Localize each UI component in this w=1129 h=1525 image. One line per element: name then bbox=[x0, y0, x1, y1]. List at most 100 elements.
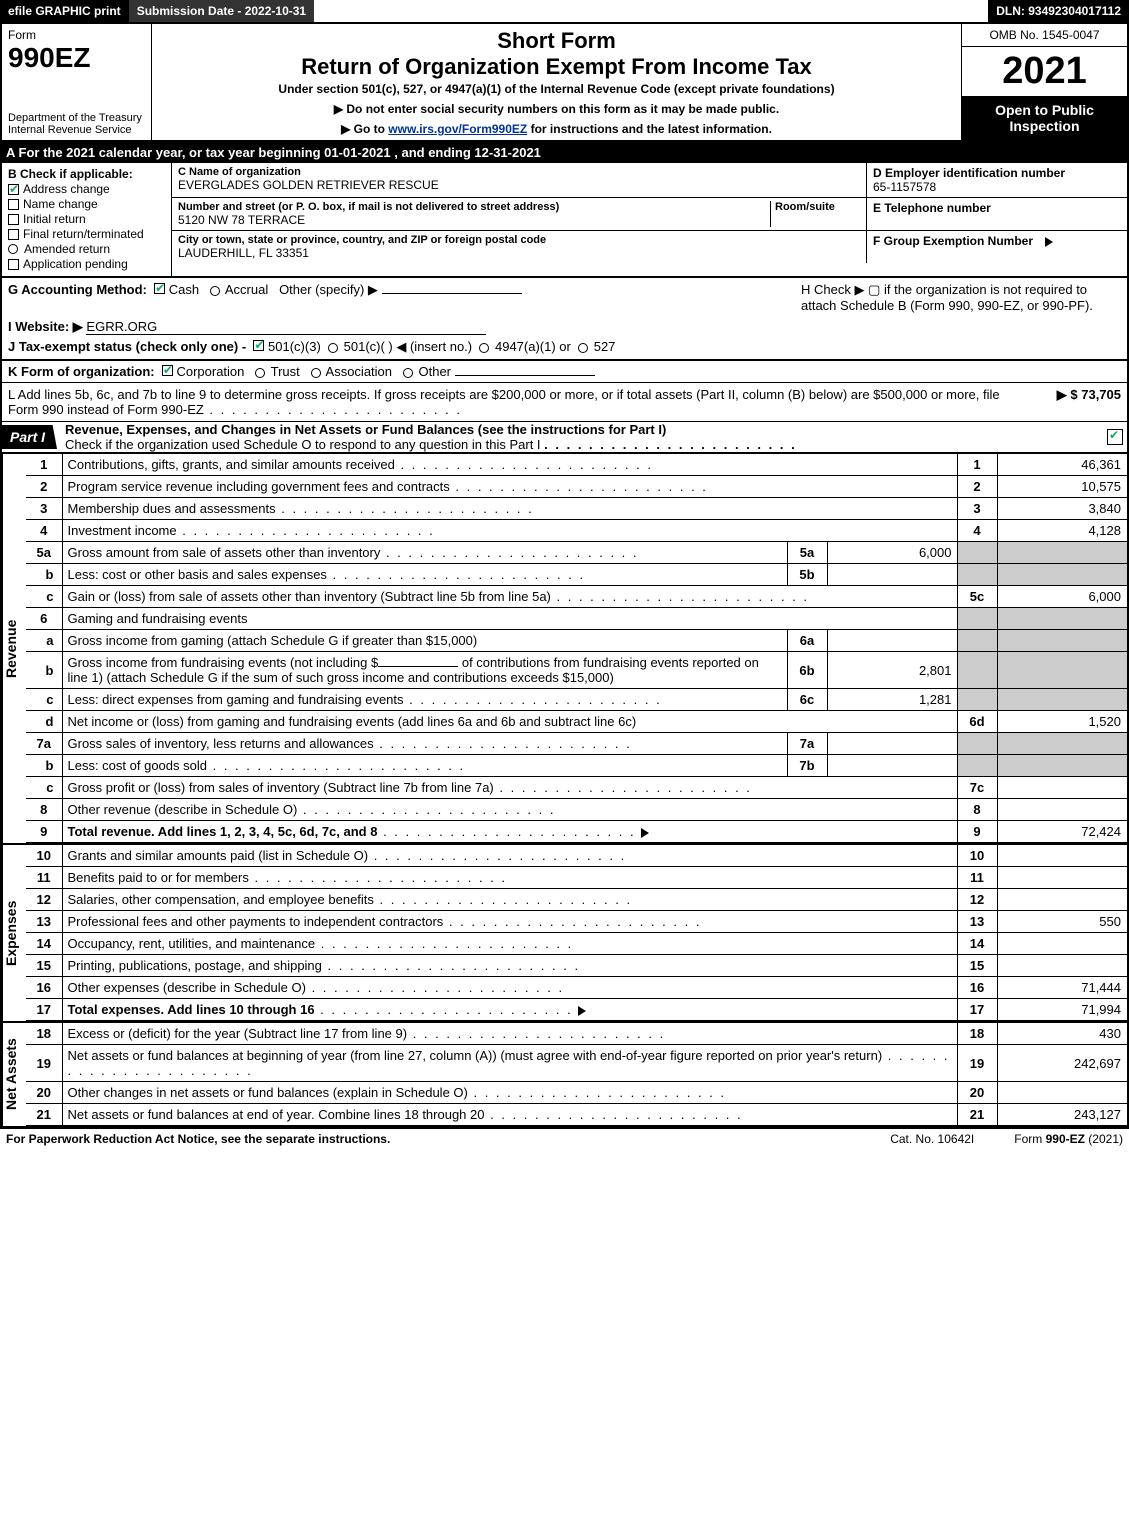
chk-label: Initial return bbox=[23, 212, 86, 226]
row-k: K Form of organization: Corporation Trus… bbox=[0, 360, 1129, 382]
result-val: 550 bbox=[997, 911, 1127, 933]
line-desc: Membership dues and assessments bbox=[68, 501, 276, 516]
checkbox-icon[interactable] bbox=[8, 184, 19, 195]
chk-label: Name change bbox=[23, 197, 98, 211]
row-i: I Website: ▶ EGRR.ORG bbox=[0, 317, 1129, 337]
line-desc: Occupancy, rent, utilities, and maintena… bbox=[68, 936, 316, 951]
line-6: 6Gaming and fundraising events bbox=[26, 608, 1127, 630]
part-i-checkbox[interactable] bbox=[1107, 429, 1123, 445]
arrow-icon bbox=[578, 1006, 586, 1016]
entity-block: B Check if applicable: Address change Na… bbox=[0, 163, 1129, 277]
f-label: F Group Exemption Number bbox=[873, 234, 1033, 248]
blank-input[interactable] bbox=[378, 666, 458, 667]
form-number: 990EZ bbox=[8, 42, 145, 74]
line-num: c bbox=[26, 777, 62, 799]
result-num: 8 bbox=[957, 799, 997, 821]
form-label: Form bbox=[8, 28, 145, 42]
j-501c: 501(c)( ) ◀ (insert no.) bbox=[344, 339, 472, 354]
row-l: L Add lines 5b, 6c, and 7b to line 9 to … bbox=[0, 382, 1129, 421]
line-2: 2Program service revenue including gover… bbox=[26, 476, 1127, 498]
inner-label: 6c bbox=[787, 689, 827, 711]
chk-name-change[interactable]: Name change bbox=[8, 197, 165, 211]
line-5b: bLess: cost or other basis and sales exp… bbox=[26, 564, 1127, 586]
ssn-warning: ▶ Do not enter social security numbers o… bbox=[160, 102, 953, 116]
chk-address-change[interactable]: Address change bbox=[8, 182, 165, 196]
radio-icon[interactable] bbox=[311, 368, 321, 378]
dots-icon bbox=[374, 892, 632, 907]
checkbox-icon[interactable] bbox=[8, 214, 19, 225]
result-val bbox=[997, 755, 1127, 777]
irs-link[interactable]: www.irs.gov/Form990EZ bbox=[388, 122, 527, 136]
result-val: 4,128 bbox=[997, 520, 1127, 542]
line-desc: Gross income from fundraising events (no… bbox=[68, 655, 379, 670]
part-i-tab: Part I bbox=[2, 425, 57, 449]
j-501c3: 501(c)(3) bbox=[268, 339, 321, 354]
result-num: 5c bbox=[957, 586, 997, 608]
result-num: 21 bbox=[957, 1104, 997, 1126]
line-desc: Benefits paid to or for members bbox=[68, 870, 249, 885]
dots-icon bbox=[374, 736, 632, 751]
result-num: 16 bbox=[957, 977, 997, 999]
section-cdef: C Name of organization EVERGLADES GOLDEN… bbox=[172, 163, 1127, 276]
g-accrual: Accrual bbox=[225, 282, 268, 297]
expenses-vlabel: Expenses bbox=[2, 845, 26, 1021]
line-desc: Less: cost of goods sold bbox=[68, 758, 207, 773]
line-6a: aGross income from gaming (attach Schedu… bbox=[26, 630, 1127, 652]
chk-initial-return[interactable]: Initial return bbox=[8, 212, 165, 226]
checkbox-icon[interactable] bbox=[162, 365, 173, 376]
g-other-input[interactable] bbox=[382, 293, 522, 294]
line-desc: Program service revenue including govern… bbox=[68, 479, 450, 494]
line-desc: Less: cost or other basis and sales expe… bbox=[68, 567, 327, 582]
dots-icon bbox=[544, 437, 797, 452]
radio-icon[interactable] bbox=[403, 368, 413, 378]
checkbox-icon[interactable] bbox=[8, 259, 19, 270]
checkbox-icon[interactable] bbox=[253, 340, 264, 351]
dots-icon bbox=[377, 824, 635, 839]
line-7a: 7aGross sales of inventory, less returns… bbox=[26, 733, 1127, 755]
line-desc: Net assets or fund balances at end of ye… bbox=[68, 1107, 485, 1122]
efile-label[interactable]: efile GRAPHIC print bbox=[0, 0, 129, 22]
expenses-table: 10Grants and similar amounts paid (list … bbox=[26, 845, 1127, 1021]
dots-icon bbox=[494, 780, 752, 795]
radio-icon[interactable] bbox=[8, 244, 18, 254]
line-num: 3 bbox=[26, 498, 62, 520]
g-cash: Cash bbox=[169, 282, 199, 297]
result-num: 1 bbox=[957, 454, 997, 476]
result-val: 1,520 bbox=[997, 711, 1127, 733]
result-num bbox=[957, 652, 997, 689]
part-i-header: Part I Revenue, Expenses, and Changes in… bbox=[0, 421, 1129, 454]
radio-icon[interactable] bbox=[210, 286, 220, 296]
website-value[interactable]: EGRR.ORG bbox=[86, 319, 486, 335]
dots-icon bbox=[404, 692, 662, 707]
checkbox-icon[interactable] bbox=[8, 199, 19, 210]
line-num: 5a bbox=[26, 542, 62, 564]
result-num: 12 bbox=[957, 889, 997, 911]
chk-final-return[interactable]: Final return/terminated bbox=[8, 227, 165, 241]
dots-icon bbox=[204, 402, 462, 417]
header-right: OMB No. 1545-0047 2021 Open to Public In… bbox=[962, 24, 1127, 140]
chk-amended-return[interactable]: Amended return bbox=[8, 242, 165, 256]
chk-application-pending[interactable]: Application pending bbox=[8, 257, 165, 271]
k-other: Other bbox=[418, 364, 451, 379]
radio-icon[interactable] bbox=[328, 343, 338, 353]
revenue-section: Revenue 1Contributions, gifts, grants, a… bbox=[0, 454, 1129, 843]
result-val: 6,000 bbox=[997, 586, 1127, 608]
line-6c: cLess: direct expenses from gaming and f… bbox=[26, 689, 1127, 711]
k-other-input[interactable] bbox=[455, 375, 595, 376]
k-assoc: Association bbox=[326, 364, 392, 379]
under-section: Under section 501(c), 527, or 4947(a)(1)… bbox=[160, 82, 953, 96]
header-left: Form 990EZ Department of the Treasury In… bbox=[2, 24, 152, 140]
d-cell: D Employer identification number 65-1157… bbox=[867, 163, 1127, 197]
chk-label: Final return/terminated bbox=[23, 227, 144, 241]
checkbox-icon[interactable] bbox=[8, 229, 19, 240]
radio-icon[interactable] bbox=[479, 343, 489, 353]
radio-icon[interactable] bbox=[578, 343, 588, 353]
line-7b: bLess: cost of goods sold7b bbox=[26, 755, 1127, 777]
dots-icon bbox=[443, 914, 701, 929]
dots-icon bbox=[407, 1026, 665, 1041]
radio-icon[interactable] bbox=[255, 368, 265, 378]
footer-right: Form 990-EZ (2021) bbox=[1014, 1132, 1123, 1146]
org-name: EVERGLADES GOLDEN RETRIEVER RESCUE bbox=[178, 178, 860, 192]
line-desc: Excess or (deficit) for the year (Subtra… bbox=[68, 1026, 408, 1041]
checkbox-icon[interactable] bbox=[154, 283, 165, 294]
